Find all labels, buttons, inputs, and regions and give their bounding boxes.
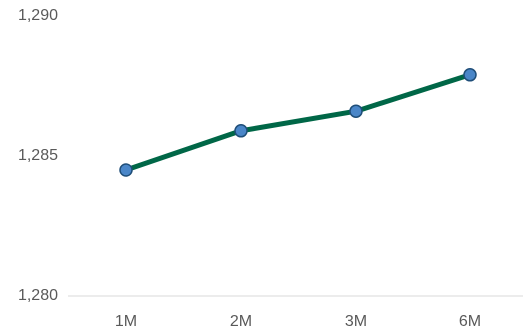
x-axis: 1M 2M 3M 6M	[68, 295, 523, 328]
data-point	[234, 124, 248, 138]
y-tick-label: 1,280	[18, 287, 58, 304]
data-point	[463, 68, 477, 82]
y-tick-label: 1,290	[18, 7, 58, 24]
x-tick-label: 1M	[115, 313, 137, 328]
data-point	[349, 104, 363, 118]
series-line	[123, 72, 473, 173]
y-axis: 1,280 1,285 1,290	[18, 7, 58, 304]
x-tick-label: 2M	[230, 313, 252, 328]
y-tick-label: 1,285	[18, 147, 58, 164]
x-tick-label: 3M	[345, 313, 367, 328]
data-point	[119, 163, 133, 177]
x-tick-label: 6M	[459, 313, 481, 328]
series-layer	[119, 68, 477, 177]
